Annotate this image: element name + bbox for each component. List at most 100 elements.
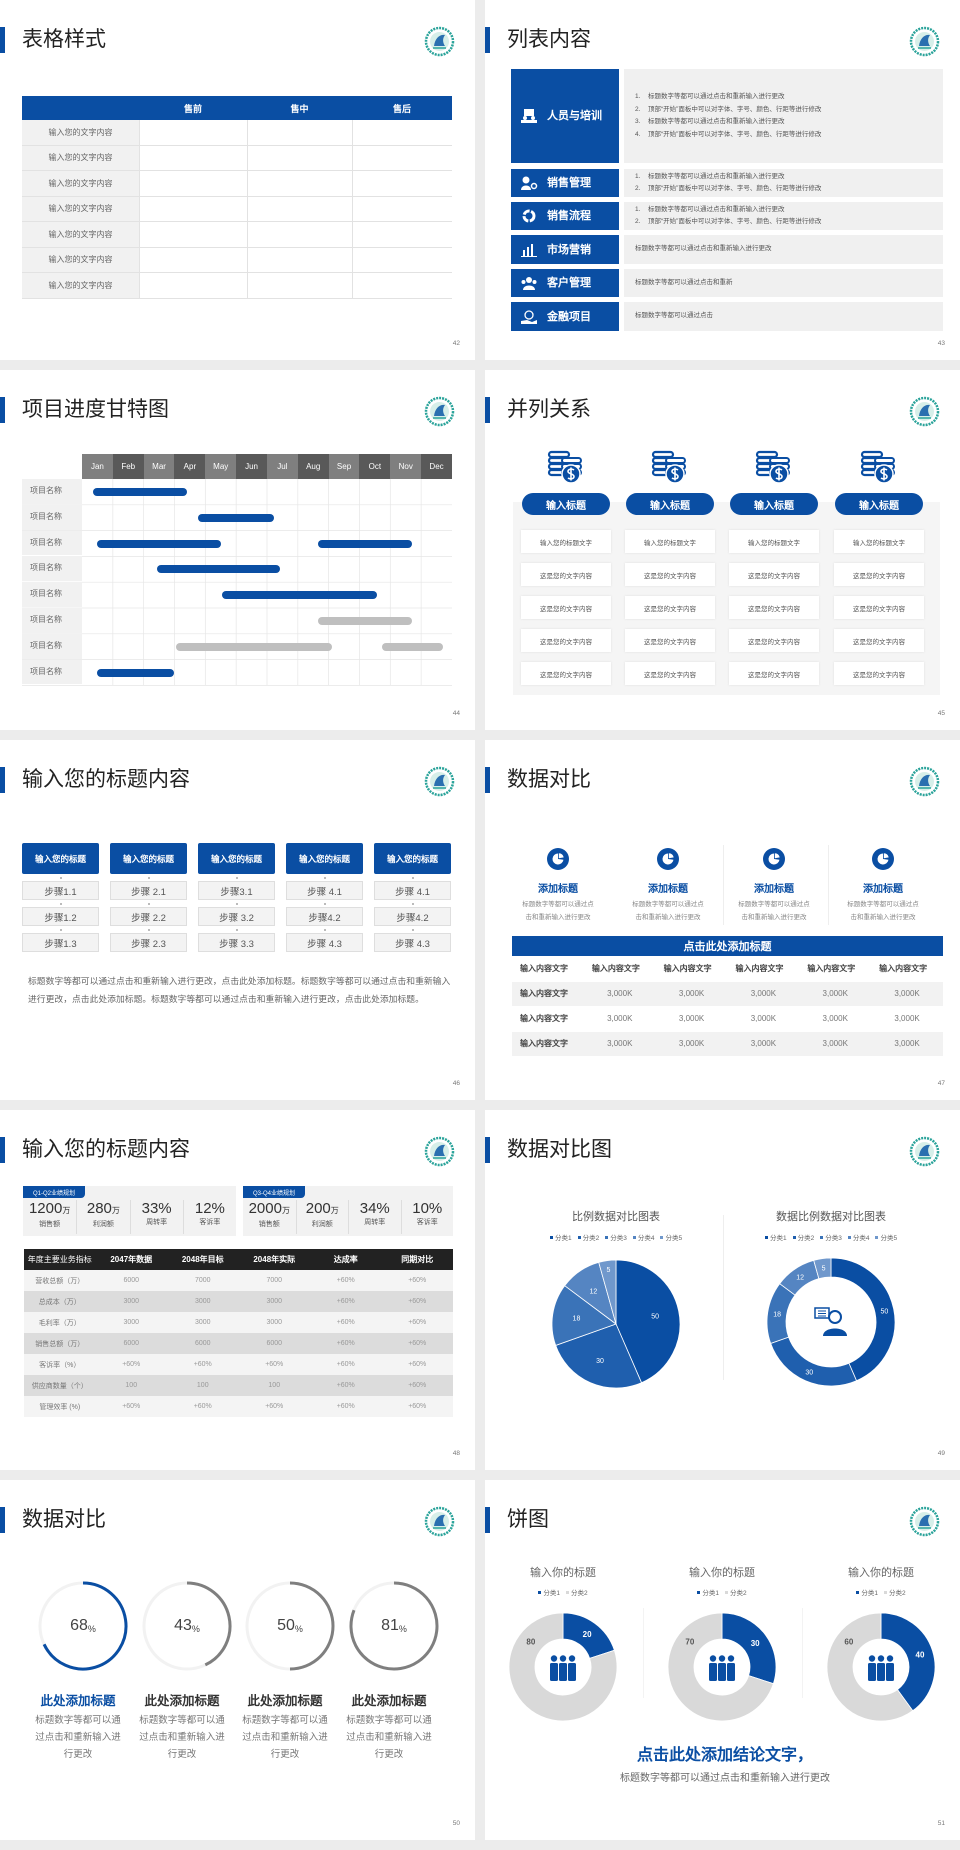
table-row: 总成本（万） 3000 3000 3000 +60% +60% — [24, 1291, 453, 1312]
column-header: 输入内容文字 — [663, 964, 712, 973]
table-cell: +60% — [408, 1340, 427, 1347]
table-cell[interactable] — [247, 222, 352, 247]
step-box[interactable]: 步骤 2.2 — [110, 907, 187, 926]
gantt-bar[interactable] — [176, 642, 332, 651]
slice-分类2 — [555, 1323, 643, 1389]
step-box[interactable]: 步骤 3.2 — [198, 907, 275, 926]
list-item-label: 人员与培训 — [547, 110, 602, 122]
table-cell: +60% — [193, 1403, 212, 1410]
column-title-pill[interactable]: 输入标题 — [522, 493, 610, 515]
step-box[interactable]: 步骤 4.3 — [374, 933, 451, 952]
legend-swatch — [566, 1590, 569, 1594]
legend-swatch — [725, 1590, 728, 1594]
connector-dot — [148, 903, 150, 905]
legend-label: 分类4 — [637, 1235, 655, 1242]
step-box[interactable]: 步骤 4.3 — [286, 933, 363, 952]
step-box[interactable]: 步骤 4.1 — [286, 881, 363, 900]
feature-title: 添加标题 — [863, 883, 903, 895]
table-cell[interactable] — [352, 222, 452, 247]
month-header: Apr — [174, 454, 206, 479]
table-cell[interactable] — [352, 273, 452, 298]
step-box[interactable]: 步骤4.2 — [286, 907, 363, 926]
gantt-bar[interactable] — [318, 539, 412, 548]
step-column-header[interactable]: 输入您的标题 — [110, 843, 187, 874]
list-item-label: 销售流程 — [547, 210, 591, 222]
school-logo — [424, 766, 455, 797]
list-item-5[interactable]: 客户管理 — [511, 269, 619, 297]
legend-item: 分类2 — [884, 1587, 906, 1597]
table-cell[interactable] — [247, 171, 352, 196]
column-card: 这是您的文字内容 — [625, 662, 715, 685]
step-column-header[interactable]: 输入您的标题 — [22, 843, 99, 874]
step-box[interactable]: 步骤1.3 — [22, 933, 99, 952]
slide-title: 数据对比 — [22, 1508, 106, 1531]
table-cell[interactable] — [139, 171, 247, 196]
table-cell[interactable] — [139, 247, 247, 272]
list-item-1[interactable]: 人员与培训 — [511, 69, 619, 163]
table-cell: 6000 — [123, 1340, 140, 1347]
table-cell[interactable] — [352, 196, 452, 221]
step-box[interactable]: 步骤 2.1 — [110, 881, 187, 900]
row-label: 输入内容文字 — [520, 1014, 568, 1023]
column-title-pill[interactable]: 输入标题 — [835, 493, 923, 515]
table-cell[interactable] — [139, 222, 247, 247]
step-column-header[interactable]: 输入您的标题 — [374, 843, 451, 874]
table-cell[interactable] — [247, 247, 352, 272]
table-title-bar[interactable]: 点击此处添加标题 — [512, 936, 943, 956]
table-cell: +60% — [408, 1361, 427, 1368]
table-cell[interactable] — [247, 196, 352, 221]
step-box[interactable]: 步骤1.2 — [22, 907, 99, 926]
list-item-6[interactable]: 金融项目 — [511, 302, 619, 331]
list-item-4[interactable]: 市场营销 — [511, 235, 619, 264]
step-box[interactable]: 步骤1.1 — [22, 881, 99, 900]
table-row: 输入您的文字内容 — [22, 222, 452, 248]
table-cell[interactable] — [247, 273, 352, 298]
cycle-icon — [522, 209, 536, 223]
gantt-bar[interactable] — [156, 565, 281, 574]
gantt-bar[interactable] — [222, 591, 378, 600]
step-box[interactable]: 步骤 2.3 — [110, 933, 187, 952]
legend-item: 分类4 — [632, 1232, 655, 1242]
column-title-pill[interactable]: 输入标题 — [626, 493, 714, 515]
table-cell[interactable] — [139, 196, 247, 221]
table-cell[interactable] — [352, 120, 452, 145]
gantt-bar[interactable] — [382, 642, 443, 651]
kpi-value: 34% — [349, 1200, 401, 1218]
table-cell[interactable] — [247, 120, 352, 145]
step-column-header[interactable]: 输入您的标题 — [198, 843, 275, 874]
table-cell[interactable] — [139, 145, 247, 170]
gantt-bar[interactable] — [318, 616, 412, 625]
table-cell[interactable] — [352, 171, 452, 196]
slide-title: 输入您的标题内容 — [22, 1138, 190, 1161]
list-item-detail: 标题数字等都可以通过点击和重新输入进行更改 — [624, 235, 943, 264]
conclusion-text: 点击此处添加结论文字， — [636, 1747, 813, 1764]
legend-swatch — [792, 1235, 796, 1239]
ring-desc-line: 标题数字等都可以通 — [35, 1715, 121, 1726]
feature-desc-line: 标题数字等都可以通过点 — [847, 901, 919, 908]
step-box[interactable]: 步骤3.1 — [198, 881, 275, 900]
table-cell: +60% — [336, 1319, 355, 1326]
kpi-number: 33% — [141, 1200, 172, 1217]
gantt-bar[interactable] — [97, 668, 175, 677]
step-column-header[interactable]: 输入您的标题 — [286, 843, 363, 874]
gantt-bar[interactable] — [198, 513, 275, 522]
table-cell[interactable] — [247, 145, 352, 170]
column-card: 这是您的文字内容 — [521, 629, 611, 652]
step-box[interactable]: 步骤4.2 — [374, 907, 451, 926]
table-cell[interactable] — [352, 145, 452, 170]
donut-chart: 30 70 — [667, 1612, 777, 1722]
step-box[interactable]: 步骤 3.3 — [198, 933, 275, 952]
table-cell[interactable] — [139, 120, 247, 145]
gantt-bar[interactable] — [97, 539, 221, 548]
column-title-pill[interactable]: 输入标题 — [730, 493, 818, 515]
table-cell[interactable] — [139, 273, 247, 298]
list-item-2[interactable]: 销售管理 — [511, 169, 619, 197]
gantt-bar[interactable] — [92, 487, 187, 496]
legend-label: 分类2 — [571, 1590, 588, 1597]
list-item-3[interactable]: 销售流程 — [511, 202, 619, 230]
table-row: 输入您的文字内容 — [22, 196, 452, 222]
step-box[interactable]: 步骤 4.1 — [374, 881, 451, 900]
table-cell[interactable] — [352, 247, 452, 272]
data-label: 20 — [583, 1630, 592, 1639]
